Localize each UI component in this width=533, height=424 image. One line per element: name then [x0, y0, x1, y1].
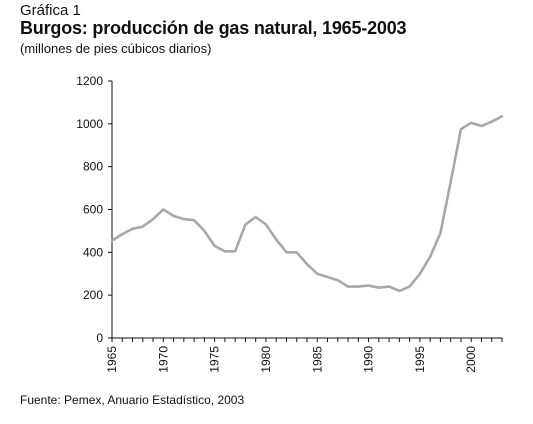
x-tick-label: 1965 [105, 346, 119, 373]
chart-ticks: 0 200 400 600 800 1000 1200 1965 1970 1975 1980 198… [76, 74, 503, 373]
production-line [110, 115, 504, 293]
x-tick-label: 1980 [259, 346, 273, 373]
y-tick-label: 800 [83, 160, 103, 174]
x-tick-label: 1985 [310, 346, 324, 373]
y-tick-label: 1200 [76, 74, 103, 88]
x-tick-label: 1990 [362, 346, 376, 373]
x-tick-label: 2000 [464, 346, 478, 373]
chart-source: Fuente: Pemex, Anuario Estadístico, 2003 [20, 393, 245, 407]
y-tick-label: 0 [96, 331, 103, 345]
chart-axes [111, 81, 502, 339]
y-tick-label: 400 [83, 245, 103, 259]
chart-plot-area [110, 115, 504, 293]
x-tick-label: 1995 [413, 346, 427, 373]
chart-title: Burgos: producción de gas natural, 1965-… [20, 18, 407, 38]
y-tick-label: 600 [83, 203, 103, 217]
x-tick-label: 1970 [156, 346, 170, 373]
chart-kicker: Gráfica 1 [20, 2, 81, 19]
chart-subtitle: (millones de pies cúbicos diarios) [20, 41, 212, 56]
y-tick-label: 200 [83, 288, 103, 302]
y-tick-label: 1000 [76, 117, 103, 131]
x-tick-label: 1975 [208, 346, 222, 373]
